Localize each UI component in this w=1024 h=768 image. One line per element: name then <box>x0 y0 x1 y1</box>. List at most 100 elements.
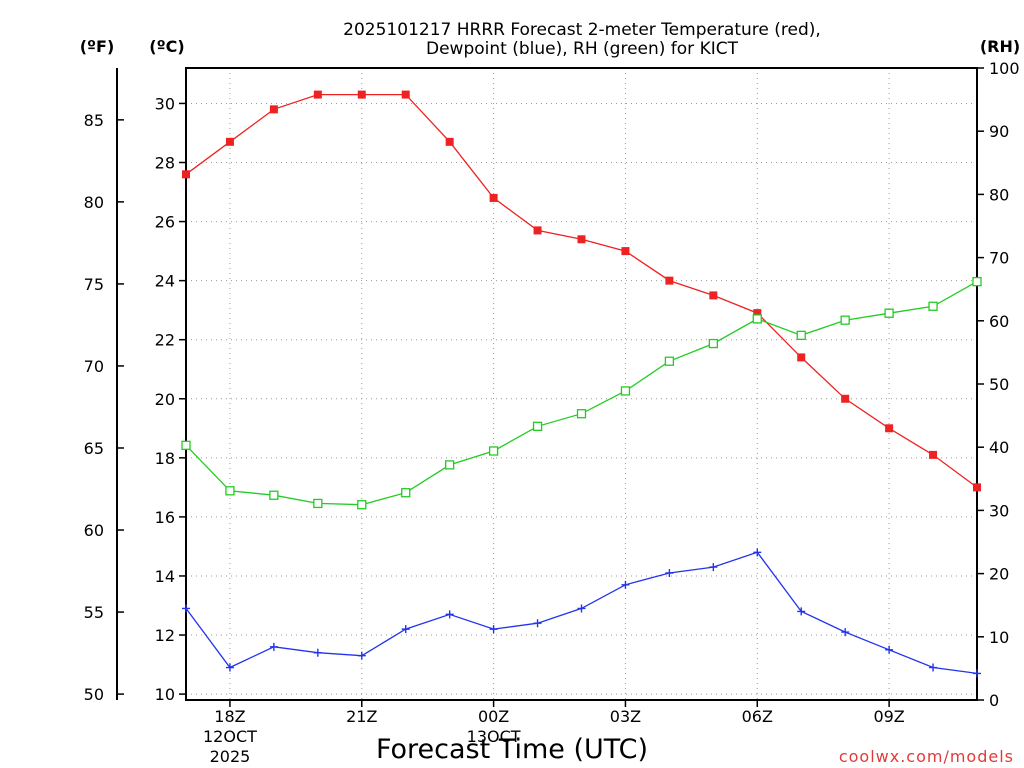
dewpoint-point <box>269 642 278 651</box>
fahrenheit-tick-label: 65 <box>84 439 104 458</box>
rh-point <box>884 308 894 318</box>
fahrenheit-tick-label: 80 <box>84 193 104 212</box>
celsius-tick-label: 22 <box>155 331 175 350</box>
celsius-tick-label: 16 <box>155 508 175 527</box>
rh-axis: 0 10 20 30 40 50 60 70 80 90 100 <box>977 59 1020 710</box>
dewpoint-point <box>797 607 806 616</box>
dewpoint-point <box>445 610 454 619</box>
rh-point <box>269 490 279 500</box>
time-tick-label: 09Z <box>873 707 904 726</box>
dewpoint-point <box>753 548 762 557</box>
chart-title-line2: Dewpoint (blue), RH (green) for KICT <box>426 39 739 59</box>
fahrenheit-tick-label: 70 <box>84 357 104 376</box>
time-tick-label: 00Z <box>478 707 509 726</box>
rh-point <box>357 500 367 510</box>
temperature-point <box>973 483 981 492</box>
celsius-tick-label: 12 <box>155 626 175 645</box>
rh-tick-label: 60 <box>989 312 1009 331</box>
dewpoint-point <box>929 663 938 672</box>
celsius-unit-label: (ºC) <box>149 37 184 56</box>
rh-tick-label: 80 <box>989 185 1009 204</box>
temperature-point <box>577 235 586 244</box>
dewpoint-point <box>182 604 190 613</box>
rh-point <box>532 421 543 431</box>
celsius-tick-label: 10 <box>155 685 175 704</box>
rh-point <box>401 488 411 498</box>
dewpoint-point <box>665 569 674 578</box>
rh-point <box>181 440 191 450</box>
rh-point <box>972 276 982 287</box>
celsius-tick-label: 20 <box>155 390 175 409</box>
credit-text: coolwx.com/models <box>839 747 1014 766</box>
rh-point <box>225 486 235 496</box>
chart-title-line1: 2025101217 HRRR Forecast 2-meter Tempera… <box>343 20 821 40</box>
temperature-point <box>269 105 278 114</box>
x-axis-label: Forecast Time (UTC) <box>376 734 648 765</box>
rh-point <box>313 498 323 509</box>
rh-point <box>576 409 587 419</box>
temperature-point <box>313 90 322 99</box>
temperature-point <box>841 394 850 403</box>
rh-tick-label: 30 <box>989 501 1009 520</box>
rh-tick-label: 20 <box>989 565 1009 584</box>
dewpoint-point <box>313 648 322 657</box>
dewpoint-point <box>401 625 410 634</box>
temperature-point <box>357 90 366 99</box>
rh-point <box>620 386 631 396</box>
dewpoint-point <box>709 563 718 572</box>
fahrenheit-unit-label: (ºF) <box>80 37 115 56</box>
celsius-axis: 10 12 14 16 18 20 22 24 26 28 30 <box>155 94 186 704</box>
rh-point <box>928 301 938 311</box>
temperature-line <box>185 93 978 488</box>
rh-tick-label: 100 <box>989 59 1020 78</box>
temperature-point <box>621 247 630 256</box>
dewpoint-point <box>621 580 630 589</box>
temperature-point <box>753 309 762 318</box>
temperature-point <box>182 170 190 179</box>
rh-tick-label: 70 <box>989 249 1009 268</box>
dewpoint-line <box>185 551 978 675</box>
fahrenheit-tick-label: 50 <box>84 685 104 704</box>
rh-point <box>445 460 455 470</box>
rh-point <box>840 315 850 325</box>
rh-point <box>708 338 718 349</box>
temperature-point <box>225 137 234 146</box>
temperature-point <box>489 193 498 202</box>
rh-point <box>664 356 675 366</box>
temperature-point <box>401 90 410 99</box>
temperature-point <box>709 291 718 300</box>
rh-tick-label: 40 <box>989 438 1009 457</box>
time-tick-label: 06Z <box>742 707 773 726</box>
celsius-tick-label: 18 <box>155 449 175 468</box>
time-tick-label: 03Z <box>610 707 641 726</box>
dewpoint-point <box>973 669 981 678</box>
temperature-point <box>533 226 542 235</box>
time-tick-year: 2025 <box>210 747 251 766</box>
rh-tick-label: 90 <box>989 122 1009 141</box>
dewpoint-point <box>533 619 542 628</box>
rh-point <box>488 446 499 456</box>
celsius-tick-label: 28 <box>155 154 175 173</box>
rh-point <box>752 314 762 324</box>
temperature-point <box>445 137 454 146</box>
fahrenheit-tick-label: 75 <box>84 275 104 294</box>
series-layer <box>181 90 982 678</box>
fahrenheit-axis: 50 55 60 65 70 75 80 85 <box>84 111 124 704</box>
celsius-tick-label: 14 <box>155 567 175 586</box>
dewpoint-point <box>489 625 498 634</box>
celsius-tick-label: 30 <box>155 94 175 113</box>
dewpoint-point <box>357 651 366 660</box>
fahrenheit-tick-label: 60 <box>84 521 104 540</box>
rh-tick-label: 50 <box>989 375 1009 394</box>
rh-line <box>185 281 978 506</box>
celsius-tick-label: 26 <box>155 213 175 232</box>
gridlines <box>186 68 977 700</box>
dewpoint-point <box>577 604 586 613</box>
dewpoint-point <box>225 663 234 672</box>
temperature-point <box>797 353 806 362</box>
rh-unit-label: (RH) <box>980 37 1020 56</box>
rh-tick-label: 0 <box>989 691 999 710</box>
dewpoint-point <box>841 628 850 637</box>
rh-tick-label: 10 <box>989 628 1009 647</box>
